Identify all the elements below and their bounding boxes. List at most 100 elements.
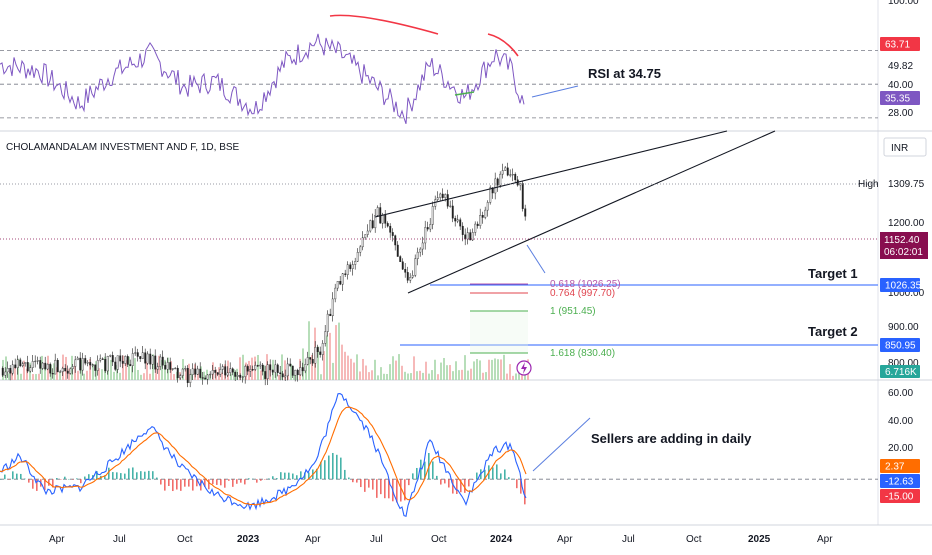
candle-body xyxy=(161,356,164,366)
volume-bar xyxy=(191,373,193,380)
candle-body xyxy=(126,356,129,365)
volume-bar xyxy=(326,335,328,380)
volume-bar xyxy=(56,367,58,380)
volume-badge: 6.716K xyxy=(885,367,917,378)
volume-bar xyxy=(431,370,433,380)
volume-bar xyxy=(464,355,466,380)
volume-bar xyxy=(359,371,361,380)
candle-body xyxy=(419,248,422,253)
candle-body xyxy=(221,366,224,370)
macd-histogram-bar xyxy=(56,478,58,480)
volume-bar xyxy=(236,368,238,380)
volume-bar xyxy=(395,360,397,380)
volume-bar xyxy=(221,372,223,380)
candle-body xyxy=(94,364,97,371)
macd-histogram-bar xyxy=(120,473,122,480)
candle-body xyxy=(251,369,254,371)
candle-body xyxy=(414,258,417,276)
macd-histogram-bar xyxy=(376,479,378,498)
macd-histogram-bar xyxy=(128,468,130,480)
macd-histogram-bar xyxy=(416,467,418,480)
target2-annotation: Target 2 xyxy=(808,324,858,339)
candle-body xyxy=(1,368,4,376)
candle-body xyxy=(149,353,152,365)
macd-histogram-bar xyxy=(296,475,298,480)
volume-bar xyxy=(524,373,526,380)
candle-body xyxy=(416,251,419,259)
time-axis-label: Oct xyxy=(431,534,447,545)
volume-bar xyxy=(170,361,172,380)
candle-body xyxy=(91,364,94,366)
candle-body xyxy=(499,173,502,186)
histogram-badge-bg xyxy=(880,459,920,473)
macd-histogram-bar xyxy=(304,472,306,480)
candle-body xyxy=(326,313,329,332)
candle-body xyxy=(299,367,302,376)
volume-bar xyxy=(59,371,61,380)
candle-body xyxy=(284,375,287,378)
candle-body xyxy=(49,363,52,374)
candle-body xyxy=(244,366,247,377)
candle-body xyxy=(321,343,324,355)
candle-body xyxy=(59,371,62,373)
candle-body xyxy=(406,272,409,281)
candle-body xyxy=(436,197,439,200)
macd-histogram-bar xyxy=(260,479,262,481)
candle-body xyxy=(119,355,122,362)
candle-body xyxy=(349,264,352,269)
candle-body xyxy=(314,347,317,364)
macd-histogram-bar xyxy=(460,479,462,493)
currency-button[interactable] xyxy=(883,137,927,157)
macd-histogram-bar xyxy=(76,478,78,480)
macd-histogram-bar xyxy=(116,472,118,480)
rsi-badge-upper-bg xyxy=(880,37,920,51)
candle-body xyxy=(291,365,294,376)
fib-level-label: 0.764 (997.70) xyxy=(550,288,615,299)
candle-body xyxy=(306,357,309,365)
candle-body xyxy=(31,361,34,368)
macd-histogram-bar xyxy=(484,469,486,480)
price-ytick: 1000.00 xyxy=(888,288,925,299)
candle-body xyxy=(19,359,22,367)
wedge-lower-trendline[interactable] xyxy=(407,130,776,294)
volume-bar xyxy=(293,374,295,380)
volume-bar xyxy=(356,354,358,380)
candle-body xyxy=(56,359,59,373)
macd-histogram-bar xyxy=(348,477,350,480)
wedge-upper-trendline[interactable] xyxy=(374,130,728,218)
candle-body xyxy=(331,298,334,317)
macd-histogram-bar xyxy=(88,474,90,480)
macd-histogram-bar xyxy=(180,479,182,491)
candle-body xyxy=(281,373,284,378)
volume-bar xyxy=(323,351,325,380)
volume-bar xyxy=(188,363,190,380)
target1-badge: 1026.35 xyxy=(885,281,922,292)
volume-bar xyxy=(119,372,121,380)
candle-body xyxy=(494,178,497,194)
macd-histogram-bar xyxy=(64,476,66,480)
candle-body xyxy=(261,364,264,372)
time-axis-label: Jul xyxy=(622,534,635,545)
macd-histogram-bar xyxy=(500,473,502,480)
candle-body xyxy=(451,205,454,219)
candle-body xyxy=(476,223,479,226)
volume-bar xyxy=(428,373,430,380)
macd-histogram-bar xyxy=(84,476,86,480)
fibonacci-extension[interactable]: 0.618 (1026.25)0.764 (997.70) 1 (951.45) 1… xyxy=(470,279,621,359)
macd-histogram-bar xyxy=(216,479,218,485)
candle-body xyxy=(429,224,432,230)
rsi-ytick: 40.00 xyxy=(888,80,913,91)
macd-histogram-bar xyxy=(48,479,50,486)
macd-histogram-bar xyxy=(132,467,134,480)
volume-bar xyxy=(374,359,376,380)
currency-label[interactable]: INR xyxy=(891,143,908,154)
last-price-badge-bg xyxy=(880,232,928,259)
volume-bar xyxy=(11,370,13,380)
candle-body xyxy=(14,364,17,368)
volume-bar xyxy=(20,373,22,380)
candle-body xyxy=(399,256,402,262)
candle-body xyxy=(361,237,364,248)
candle-body xyxy=(444,194,447,198)
volume-bar xyxy=(479,360,481,380)
macd-line xyxy=(0,393,527,518)
